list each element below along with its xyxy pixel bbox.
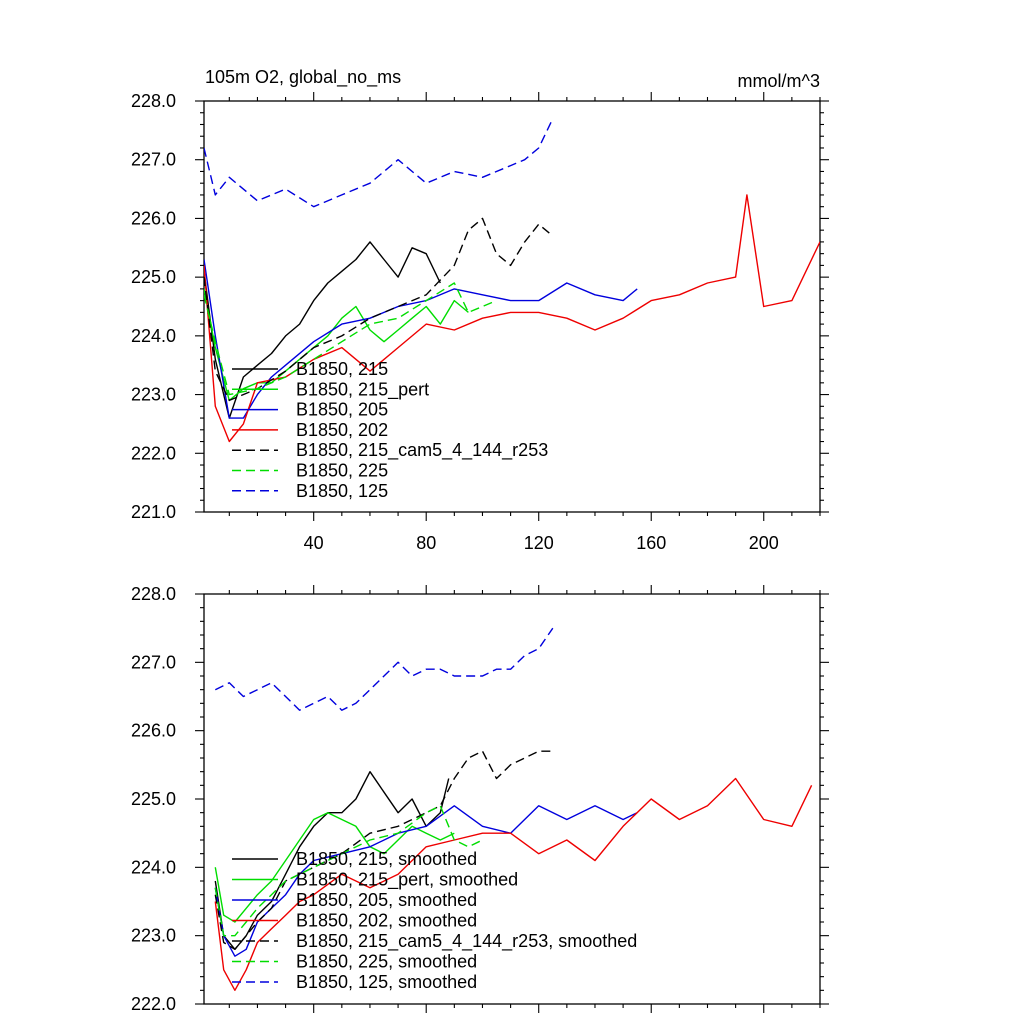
series-line: [214, 627, 554, 711]
series-line: [214, 805, 483, 937]
legend-label: B1850, 215_pert, smoothed: [296, 870, 518, 891]
legend-label: B1850, 225, smoothed: [296, 952, 477, 972]
legend-label: B1850, 215_pert: [296, 379, 429, 400]
legend-label: B1850, 202: [296, 420, 388, 440]
y-tick-label: 224.0: [131, 857, 176, 877]
series-line: [204, 217, 554, 402]
y-tick-label: 222.0: [131, 443, 176, 463]
legend-label: B1850, 205: [296, 400, 388, 420]
series-group: [214, 627, 813, 991]
y-tick-label: 228.0: [131, 584, 176, 604]
series-line: [204, 241, 441, 419]
y-tick-label: 228.0: [131, 91, 176, 111]
series-group: [204, 118, 820, 443]
series-line: [204, 259, 638, 419]
y-tick-label: 223.0: [131, 926, 176, 946]
legend-label: B1850, 202, smoothed: [296, 911, 477, 931]
x-tick-label: 80: [416, 533, 436, 553]
bottom-panel: 222.0 223.0 224.0 225.0 226.0 227.0 228.0 B1850…: [131, 584, 829, 1014]
x-tick-label: 120: [524, 533, 554, 553]
plot-frame: [203, 100, 821, 513]
y-tick-label: 227.0: [131, 150, 176, 170]
y-tick-label: 225.0: [131, 789, 176, 809]
series-line: [214, 812, 455, 923]
y-tick-label: 221.0: [131, 502, 176, 522]
legend-label: B1850, 215: [296, 359, 388, 379]
figure-title: 105m O2, global_no_ms: [205, 67, 401, 88]
legend-label: B1850, 205, smoothed: [296, 890, 477, 910]
legend-label: B1850, 225: [296, 461, 388, 481]
y-tick-label: 226.0: [131, 208, 176, 228]
series-line: [204, 288, 469, 402]
series-line: [204, 118, 554, 208]
y-tick-label: 226.0: [131, 721, 176, 741]
y-tick-label: 223.0: [131, 385, 176, 405]
x-tick-label: 200: [749, 533, 779, 553]
y-tick-label: 227.0: [131, 652, 176, 672]
x-tick-label: 40: [304, 533, 324, 553]
series-line: [204, 282, 497, 396]
legend-label: B1850, 125: [296, 481, 388, 501]
x-tick-label: 160: [636, 533, 666, 553]
top-panel: 40 80 120 160 200 221.0 222.0 223.0 224.0 225.0 22…: [131, 91, 829, 553]
legend-label: B1850, 215_cam5_4_144_r253, smoothed: [296, 931, 637, 952]
units-label: mmol/m^3: [738, 71, 820, 91]
series-line: [214, 750, 553, 950]
y-tick-label: 224.0: [131, 326, 176, 346]
legend-label: B1850, 215, smoothed: [296, 849, 477, 869]
legend-label: B1850, 215_cam5_4_144_r253: [296, 440, 548, 461]
y-tick-label: 222.0: [131, 994, 176, 1014]
series-line: [214, 805, 638, 957]
legend-label: B1850, 125, smoothed: [296, 972, 477, 992]
y-tick-label: 225.0: [131, 267, 176, 287]
series-line: [204, 194, 820, 443]
